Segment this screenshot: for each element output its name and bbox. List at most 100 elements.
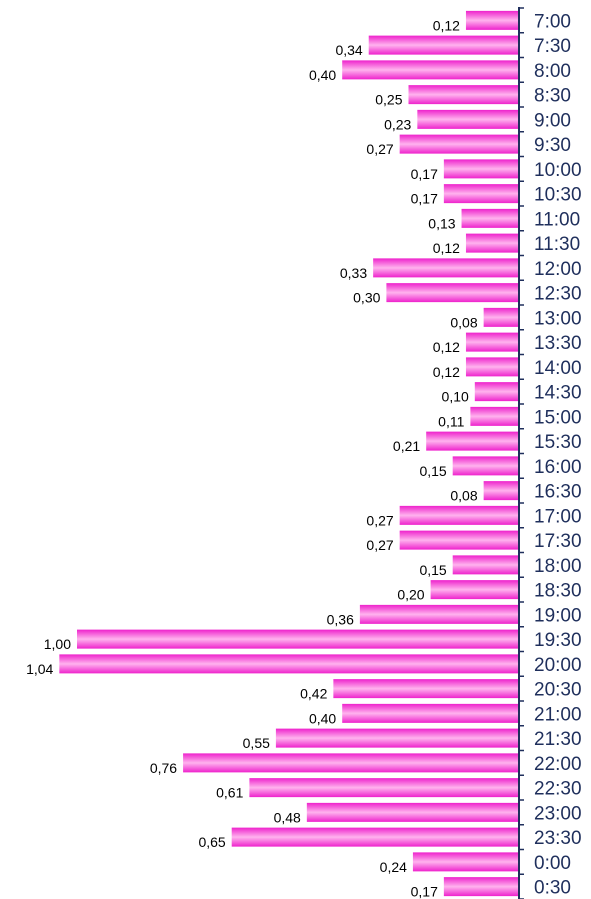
value-label: 0,24 [380, 859, 407, 875]
value-label: 0,20 [397, 587, 424, 603]
bar-16:30 [483, 481, 519, 501]
bar-0:00 [412, 852, 519, 872]
value-label: 0,21 [393, 438, 420, 454]
value-label: 0,34 [335, 42, 362, 58]
tick-label: 23:30 [534, 828, 582, 849]
value-label: 0,15 [419, 463, 446, 479]
tick-label: 11:00 [534, 209, 580, 230]
tick-label: 10:00 [534, 160, 582, 181]
bar-15:00 [470, 406, 519, 426]
bars-group [59, 10, 519, 897]
bar-14:30 [474, 382, 519, 402]
value-label: 0,33 [340, 265, 367, 281]
tick-label: 8:30 [534, 86, 571, 107]
bar-22:00 [183, 753, 519, 773]
value-label: 0,30 [353, 290, 380, 306]
tick-label: 9:00 [534, 110, 571, 131]
value-label: 0,10 [442, 389, 469, 405]
bar-18:00 [452, 555, 519, 575]
value-label: 0,12 [433, 17, 460, 33]
value-label: 1,04 [26, 661, 53, 677]
bar-7:30 [368, 35, 519, 55]
value-label: 0,11 [438, 413, 464, 429]
tick-label: 15:30 [534, 432, 582, 453]
tick-label: 12:30 [534, 284, 582, 305]
tick-label: 9:30 [534, 135, 571, 156]
bar-8:30 [408, 85, 519, 105]
bar-20:00 [59, 654, 519, 674]
bar-17:30 [399, 530, 519, 550]
bar-8:00 [342, 60, 519, 80]
tick-label: 10:30 [534, 185, 582, 206]
bar-12:00 [373, 258, 519, 278]
tick-label: 0:30 [534, 878, 571, 899]
bar-21:30 [275, 728, 519, 748]
tick-label: 11:30 [534, 234, 580, 255]
tick-label: 22:00 [534, 754, 582, 775]
tick-label: 13:30 [534, 333, 582, 354]
bar-13:30 [465, 332, 519, 352]
value-label: 0,40 [309, 67, 336, 83]
tick-label: 21:00 [534, 704, 582, 725]
value-label: 0,55 [243, 735, 270, 751]
value-label: 0,23 [384, 116, 411, 132]
bar-23:00 [306, 802, 519, 822]
tick-label: 19:30 [534, 630, 582, 651]
category-axis [518, 7, 524, 899]
value-label: 0,25 [375, 92, 402, 108]
value-label: 0,12 [433, 240, 460, 256]
tick-label: 18:00 [534, 556, 582, 577]
value-label: 0,65 [198, 834, 225, 850]
bar-10:00 [443, 159, 519, 179]
value-label: 0,40 [309, 710, 336, 726]
bar-0:30 [443, 877, 519, 897]
tick-label: 14:00 [534, 358, 582, 379]
value-label: 1,00 [44, 636, 71, 652]
value-label: 0,36 [327, 611, 354, 627]
tick-label: 17:00 [534, 506, 582, 527]
bar-23:30 [231, 827, 519, 847]
bar-21:00 [342, 703, 519, 723]
tick-label: 18:30 [534, 581, 582, 602]
tick-label: 7:00 [534, 11, 571, 32]
bar-20:30 [333, 679, 519, 699]
value-label: 0,08 [450, 314, 477, 330]
tick-label: 16:00 [534, 457, 582, 478]
bar-13:00 [483, 307, 519, 327]
tick-label: 12:00 [534, 259, 582, 280]
tick-label: 17:30 [534, 531, 582, 552]
value-label: 0,15 [419, 562, 446, 578]
value-label: 0,17 [411, 166, 438, 182]
value-label: 0,42 [300, 686, 327, 702]
value-label: 0,17 [411, 884, 438, 899]
tick-label: 20:00 [534, 655, 582, 676]
tick-label: 15:00 [534, 407, 582, 428]
value-label: 0,27 [366, 141, 393, 157]
bar-16:00 [452, 456, 519, 476]
tick-label: 22:30 [534, 779, 582, 800]
bar-19:00 [359, 604, 519, 624]
bar-18:30 [430, 580, 519, 600]
value-label: 0,76 [150, 760, 177, 776]
value-label: 0,27 [366, 512, 393, 528]
value-label: 0,27 [366, 537, 393, 553]
tick-label: 23:00 [534, 803, 582, 824]
bar-22:30 [249, 778, 519, 798]
bar-10:30 [443, 184, 519, 204]
tick-label: 8:00 [534, 61, 571, 82]
value-label: 0,61 [216, 785, 243, 801]
tick-labels-group: 7:00 7:30 8:00 8:30 9:00 9:30 10:00 10:30 11:00 1… [534, 11, 582, 898]
bar-17:00 [399, 505, 519, 525]
bar-7:00 [465, 10, 519, 30]
tick-label: 16:30 [534, 482, 582, 503]
tick-label: 14:30 [534, 383, 582, 404]
tick-label: 13:00 [534, 308, 582, 329]
bar-11:30 [465, 233, 519, 253]
tick-label: 7:30 [534, 36, 571, 57]
tick-label: 20:30 [534, 680, 582, 701]
value-label: 0,08 [450, 488, 477, 504]
value-label: 0,12 [433, 364, 460, 380]
tick-label: 0:00 [534, 853, 571, 874]
bar-19:30 [77, 629, 519, 649]
